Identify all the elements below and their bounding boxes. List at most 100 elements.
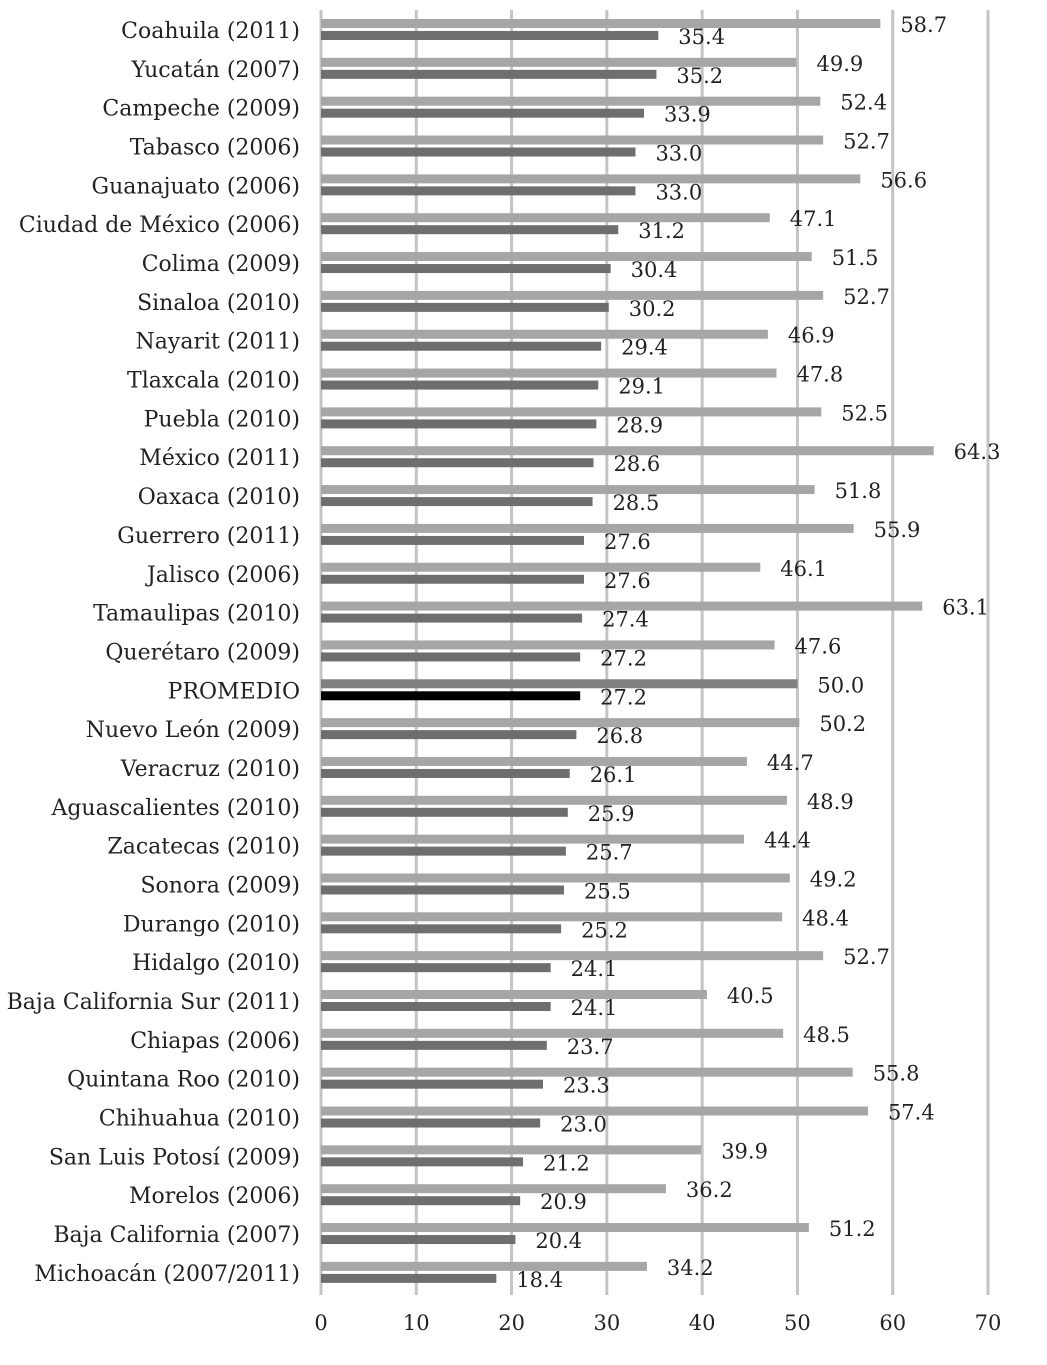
data-label-series-2: 23.7 <box>567 1035 614 1059</box>
data-label-series-1: 46.1 <box>780 557 827 581</box>
bar-series-2 <box>321 1002 551 1011</box>
data-label-series-2: 27.2 <box>600 646 647 670</box>
bar-series-2 <box>321 31 659 40</box>
category-label: Guanajuato (2006) <box>92 174 300 199</box>
bar-series-1 <box>321 1145 702 1155</box>
data-label-series-2: 26.1 <box>590 763 637 787</box>
bar-series-1 <box>321 485 815 495</box>
data-label-series-2: 27.2 <box>600 685 647 709</box>
bar-series-2 <box>321 535 584 545</box>
category-label: Tlaxcala (2010) <box>127 369 300 394</box>
bar-series-1 <box>321 756 747 766</box>
data-label-series-1: 58.7 <box>900 13 947 37</box>
x-tick-label: 40 <box>689 1311 716 1335</box>
data-label-series-2: 26.8 <box>596 724 643 748</box>
data-label-series-2: 28.9 <box>616 413 663 437</box>
bar-series-2 <box>321 186 636 196</box>
bar-series-1 <box>321 96 821 106</box>
bar-series-1 <box>321 213 770 223</box>
data-label-series-1: 56.6 <box>880 168 927 192</box>
bar-series-2 <box>321 730 577 740</box>
data-label-series-2: 28.6 <box>614 452 661 476</box>
bar-series-2 <box>321 1118 541 1128</box>
bar-series-2 <box>321 963 551 973</box>
category-label: Jalisco (2006) <box>145 563 300 588</box>
category-label: Baja California (2007) <box>53 1223 300 1248</box>
category-label: Campeche (2009) <box>102 97 300 122</box>
category-label: Morelos (2006) <box>129 1184 300 1209</box>
bar-series-1 <box>321 174 861 184</box>
x-tick-label: 10 <box>403 1311 430 1335</box>
bar-series-2 <box>321 147 636 157</box>
data-label-series-1: 51.2 <box>829 1217 876 1241</box>
bar-series-1 <box>321 640 775 650</box>
bar-series-1 <box>321 912 783 922</box>
data-label-series-2: 24.1 <box>571 996 618 1020</box>
category-label: Hidalgo (2010) <box>132 951 300 976</box>
bar-series-2 <box>321 652 581 662</box>
category-label: Colima (2009) <box>142 252 300 277</box>
data-label-series-2: 25.5 <box>584 879 631 903</box>
bar-series-1 <box>321 368 777 378</box>
category-label: Aguascalientes (2010) <box>50 796 300 821</box>
bar-series-2 <box>321 1157 524 1167</box>
bar-series-2 <box>321 691 581 701</box>
data-label-series-1: 63.1 <box>942 596 989 620</box>
category-label: Yucatán (2007) <box>131 58 301 83</box>
bar-series-1 <box>321 1223 809 1233</box>
data-label-series-2: 20.4 <box>535 1229 582 1253</box>
data-label-series-2: 24.1 <box>571 957 618 981</box>
data-label-series-1: 52.7 <box>843 285 890 309</box>
bar-series-2 <box>321 108 645 118</box>
bar-series-2 <box>321 768 570 778</box>
category-label: PROMEDIO <box>168 679 300 704</box>
bar-series-1 <box>321 679 798 689</box>
bar-series-1 <box>321 329 768 339</box>
data-label-series-1: 52.7 <box>843 945 890 969</box>
bar-series-1 <box>321 446 934 456</box>
data-label-series-2: 33.0 <box>655 142 702 166</box>
data-label-series-1: 55.8 <box>873 1062 920 1086</box>
data-label-series-1: 52.7 <box>843 130 890 154</box>
data-label-series-1: 39.9 <box>721 1139 768 1163</box>
data-label-series-1: 48.9 <box>807 790 854 814</box>
bar-series-1 <box>321 718 800 728</box>
bar-series-1 <box>321 873 790 883</box>
bar-series-1 <box>321 990 707 999</box>
bar-series-2 <box>321 613 583 623</box>
data-label-series-1: 48.4 <box>802 906 849 930</box>
data-label-series-1: 57.4 <box>888 1101 935 1125</box>
data-label-series-2: 28.5 <box>613 491 660 515</box>
bar-series-2 <box>321 1040 547 1050</box>
category-label: Puebla (2010) <box>144 407 300 432</box>
category-label: Michoacán (2007/2011) <box>34 1262 300 1287</box>
bar-series-2 <box>321 1235 516 1245</box>
category-label: Oaxaca (2010) <box>138 485 300 510</box>
bar-series-1 <box>321 57 797 67</box>
data-label-series-2: 18.4 <box>516 1268 563 1292</box>
data-label-series-1: 34.2 <box>667 1256 714 1280</box>
bar-series-1 <box>321 523 854 533</box>
category-label: Querétaro (2009) <box>105 640 300 665</box>
data-label-series-2: 30.4 <box>631 258 678 282</box>
data-label-series-2: 30.2 <box>629 297 676 321</box>
category-label: Durango (2010) <box>123 912 300 937</box>
bar-series-1 <box>321 1106 868 1116</box>
bar-series-1 <box>321 834 745 844</box>
bar-series-1 <box>321 601 923 611</box>
bar-series-2 <box>321 1273 497 1283</box>
bar-series-2 <box>321 807 568 817</box>
data-label-series-2: 25.7 <box>586 841 633 865</box>
category-label: Veracruz (2010) <box>120 757 300 782</box>
bar-series-2 <box>321 264 611 274</box>
category-label: Nayarit (2011) <box>136 330 300 355</box>
data-label-series-1: 47.6 <box>795 634 842 658</box>
bar-series-2 <box>321 846 566 856</box>
data-label-series-1: 47.8 <box>796 363 843 387</box>
category-label: Baja California Sur (2011) <box>7 990 300 1015</box>
data-label-series-2: 20.9 <box>540 1190 587 1214</box>
x-tick-label: 60 <box>879 1311 906 1335</box>
category-label: Quintana Roo (2010) <box>67 1068 300 1093</box>
data-label-series-2: 23.3 <box>563 1074 610 1098</box>
data-label-series-2: 29.1 <box>618 375 665 399</box>
